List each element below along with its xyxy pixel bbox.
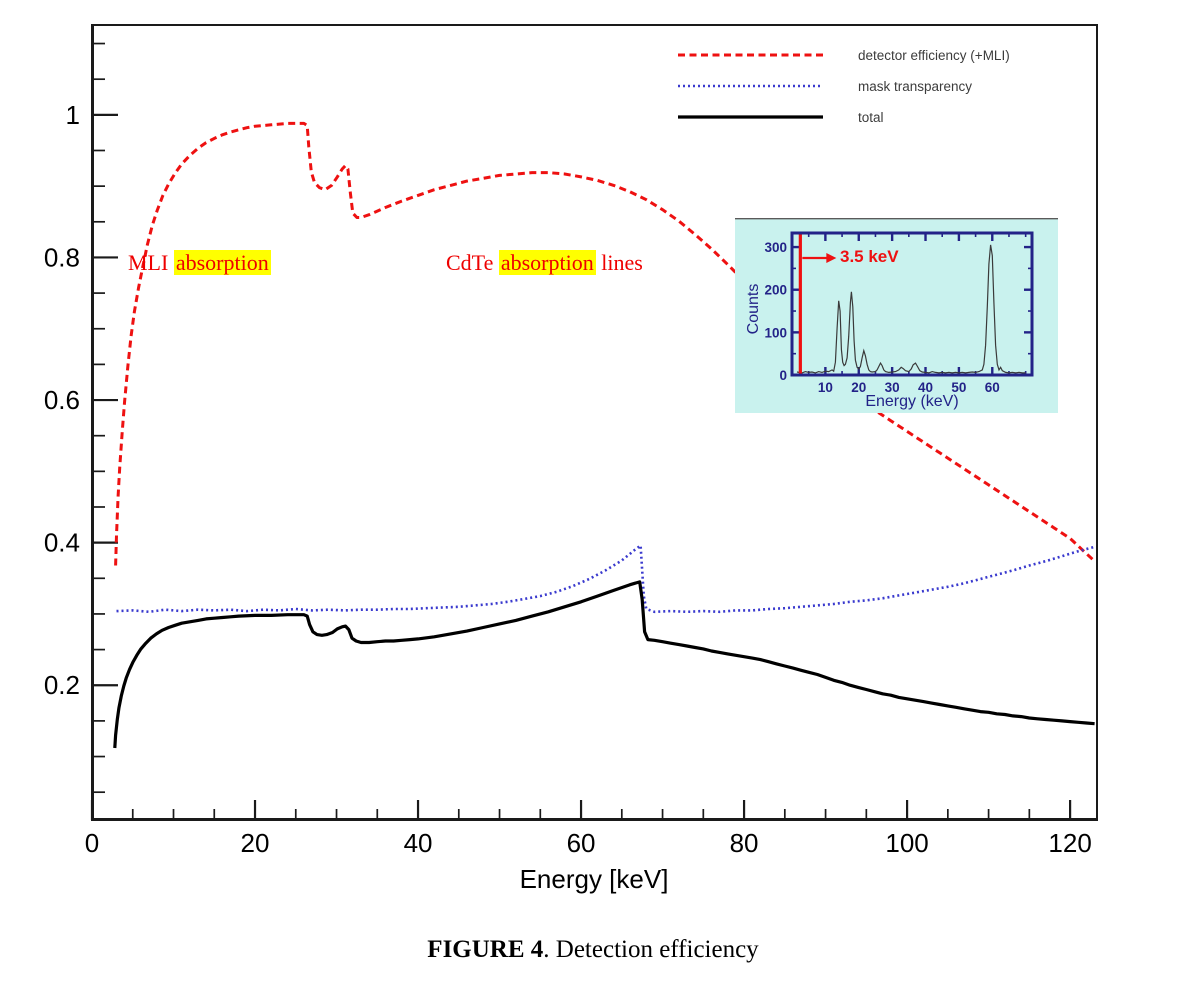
x-tick-label: 40: [404, 828, 433, 858]
annotation-text: lines: [595, 250, 643, 275]
y-tick-label: 0.2: [44, 670, 80, 700]
inset-spectrum-curve: [796, 244, 1026, 374]
inset-x-tick-label: 10: [818, 380, 833, 395]
annotation-highlighted-text: absorption: [498, 250, 596, 275]
inset-frame: [790, 231, 1034, 377]
curve-total: [113, 580, 1095, 749]
x-axis-title: Energy [keV]: [519, 864, 669, 894]
inset-x-tick-label: 20: [851, 380, 866, 395]
annotation-cdte-absorption-lines: CdTe absorption lines: [446, 250, 643, 276]
legend-label: mask transparency: [858, 78, 973, 94]
inset-spectrum-plot: 10 20 30 40 50 60 0 100 200 300: [735, 217, 1058, 413]
annotation-text: MLI: [128, 250, 174, 275]
inset-x-tick-label: 50: [951, 380, 966, 395]
inset-arrow-head: [826, 253, 837, 263]
inset-x-tick-label: 30: [885, 380, 900, 395]
annotation-highlighted-text: absorption: [173, 250, 271, 275]
legend-label: detector efficiency (+MLI): [858, 47, 1010, 63]
inset-threshold-annotation: 3.5 keV: [840, 247, 899, 266]
legend-dotted-line-sample: [678, 84, 823, 88]
legend-label: total: [858, 109, 884, 125]
x-tick-label: 120: [1048, 828, 1091, 858]
plot-frame: [91, 24, 1098, 821]
inset-y-tick-label: 100: [764, 325, 787, 340]
y-tick-label: 0.6: [44, 385, 80, 415]
inset-y-tick-label: 300: [764, 240, 787, 255]
annotation-mli-absorption: MLI absorption: [128, 250, 271, 276]
x-tick-label: 60: [567, 828, 596, 858]
inset-y-tick-label: 0: [779, 368, 787, 383]
inset-background: [735, 218, 1058, 413]
legend: detector efficiency (+MLI) mask transpar…: [678, 44, 1010, 137]
legend-item-total: total: [678, 106, 1010, 128]
caption-text: . Detection efficiency: [543, 936, 759, 963]
inset-y-axis-title: Counts: [745, 283, 762, 335]
figure-caption: FIGURE 4. Detection efficiency: [0, 936, 1186, 964]
x-tick-label: 80: [730, 828, 759, 858]
legend-item-detector-efficiency: detector efficiency (+MLI): [678, 44, 1010, 66]
inset-y-tick-label: 200: [764, 283, 787, 298]
x-tick-label: 100: [885, 828, 928, 858]
legend-solid-line-sample: [678, 115, 823, 119]
legend-dashed-line-sample: [678, 53, 823, 57]
x-tick-label: 20: [241, 828, 270, 858]
x-tick-label: 0: [85, 828, 99, 858]
legend-item-mask-transparency: mask transparency: [678, 75, 1010, 97]
inset-x-tick-label: 60: [985, 380, 1000, 395]
annotation-text: CdTe: [446, 250, 499, 275]
inset-x-tick-label: 40: [918, 380, 933, 395]
y-tick-label: 0.8: [44, 242, 80, 272]
y-tick-label: 1: [66, 100, 80, 130]
inset-x-axis-title: Energy (keV): [865, 393, 959, 410]
y-tick-label: 0.4: [44, 528, 80, 558]
caption-figure-number: FIGURE 4: [427, 936, 544, 963]
curve-mask-transparency: [116, 544, 1095, 614]
